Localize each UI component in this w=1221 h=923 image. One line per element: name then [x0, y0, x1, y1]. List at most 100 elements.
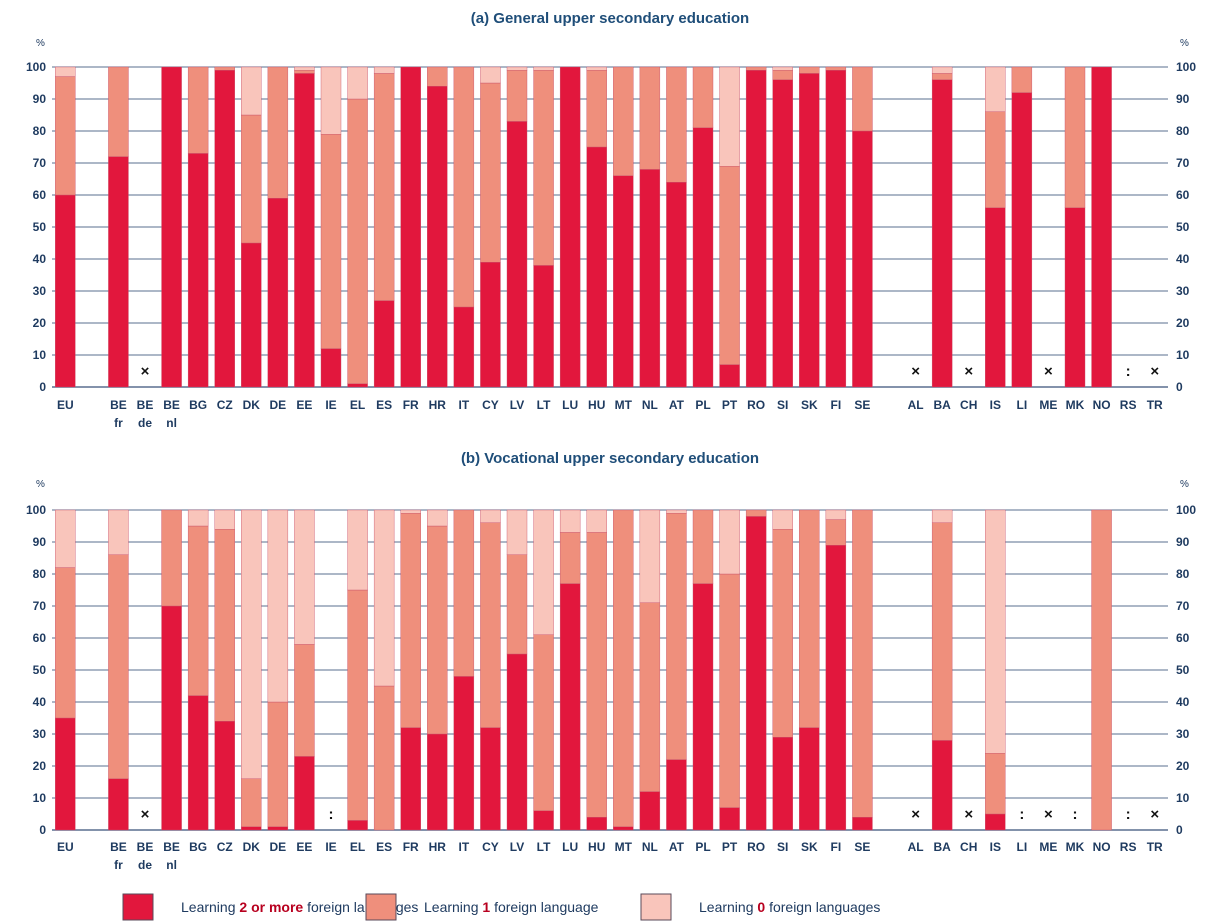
- x-category-label: CZ: [217, 398, 233, 412]
- bar-segment-zero: [347, 66, 368, 100]
- y-tick-label-left: 0: [39, 380, 46, 394]
- bar-segment-two-or-more: [799, 727, 820, 831]
- bar-segment-zero: [480, 66, 501, 84]
- legend-label-prefix: Learning: [424, 899, 482, 915]
- legend-swatch-two-or-more: [122, 893, 154, 921]
- bar-segment-two-or-more: [187, 695, 209, 831]
- y-tick-label-right: 60: [1176, 631, 1190, 645]
- bar-segment-two-or-more: [745, 69, 767, 388]
- bar-segment-one: [719, 165, 740, 365]
- y-tick-label-left: 10: [33, 791, 47, 805]
- not-available-flag: ×: [141, 363, 150, 380]
- y-tick-label-right: 90: [1176, 535, 1190, 549]
- x-category-label: LU: [562, 840, 578, 854]
- bar-segment-one: [666, 66, 687, 183]
- bar-segment-one: [666, 513, 687, 760]
- x-category-label: BE: [163, 840, 180, 854]
- bar-segment-two-or-more: [985, 207, 1006, 388]
- bar-segment-two-or-more: [267, 826, 289, 831]
- bar-segment-two-or-more: [586, 817, 607, 831]
- bar-segment-zero: [267, 509, 289, 703]
- bar-segment-two-or-more: [666, 181, 687, 388]
- y-tick-label-left: 70: [33, 599, 47, 613]
- x-category-label: LI: [1017, 398, 1028, 412]
- not-available-flag: ×: [141, 806, 150, 823]
- y-tick-label-right: 100: [1176, 503, 1196, 517]
- x-category-sublabel: nl: [166, 416, 177, 430]
- y-tick-label-left: 50: [33, 663, 47, 677]
- bar-segment-two-or-more: [852, 817, 873, 831]
- x-category-label: LU: [562, 398, 578, 412]
- bar-segment-one: [347, 98, 368, 384]
- x-category-label: MT: [615, 840, 633, 854]
- y-tick-label-right: 10: [1176, 791, 1190, 805]
- bar-segment-two-or-more: [1064, 207, 1086, 388]
- x-category-label: SI: [777, 840, 788, 854]
- bar-segment-zero: [427, 509, 448, 527]
- x-category-label: SK: [801, 398, 818, 412]
- legend-label-suffix: foreign languages: [765, 899, 880, 915]
- bar-segment-one: [639, 602, 661, 792]
- bar-segment-one: [1064, 66, 1086, 209]
- bar-segment-two-or-more: [825, 545, 847, 831]
- bar-segment-two-or-more: [320, 348, 342, 388]
- bar-segment-two-or-more: [825, 69, 847, 388]
- x-category-label: BE: [137, 840, 154, 854]
- y-tick-label-right: 50: [1176, 220, 1190, 234]
- bar-segment-one: [161, 509, 182, 607]
- x-category-label: CH: [960, 398, 977, 412]
- bar-segment-two-or-more: [559, 583, 581, 831]
- bar-segment-two-or-more: [427, 85, 448, 388]
- bar-segment-one: [586, 532, 607, 818]
- x-category-label: RS: [1120, 398, 1137, 412]
- not-available-flag: :: [329, 806, 334, 823]
- x-category-label: NO: [1093, 840, 1111, 854]
- bar-segment-zero: [373, 509, 395, 687]
- x-category-label: PL: [695, 840, 710, 854]
- legend-label-count: 0: [757, 899, 765, 915]
- x-category-label: AL: [908, 840, 924, 854]
- x-category-label: AL: [908, 398, 924, 412]
- x-category-label: MK: [1066, 398, 1085, 412]
- bar-segment-zero: [586, 66, 607, 71]
- bar-segment-two-or-more: [613, 175, 634, 388]
- y-tick-label-left: 50: [33, 220, 47, 234]
- bar-segment-zero: [719, 66, 740, 167]
- not-available-flag: :: [1126, 363, 1131, 380]
- x-category-label: DE: [270, 398, 287, 412]
- x-category-label: LT: [537, 398, 551, 412]
- bar-segment-two-or-more: [400, 66, 421, 388]
- not-available-flag: ×: [964, 363, 973, 380]
- not-available-flag: ×: [911, 806, 920, 823]
- bar-segment-one: [719, 573, 740, 808]
- bar-segment-zero: [320, 66, 342, 135]
- not-available-flag: :: [1019, 806, 1024, 823]
- y-tick-label-right: 30: [1176, 727, 1190, 741]
- bar-segment-zero: [241, 66, 262, 116]
- x-category-sublabel: de: [138, 416, 152, 430]
- y-tick-label-right: 10: [1176, 348, 1190, 362]
- bar-segment-two-or-more: [480, 727, 501, 831]
- bar-segment-one: [1091, 509, 1112, 831]
- bar-segment-two-or-more: [613, 826, 634, 831]
- x-category-sublabel: fr: [114, 858, 123, 872]
- bar-segment-one: [241, 778, 262, 827]
- bar-segment-one: [799, 509, 820, 728]
- bar-segment-two-or-more: [400, 727, 421, 831]
- x-category-label: AT: [669, 840, 685, 854]
- bar-segment-one: [613, 509, 634, 827]
- bar-segment-two-or-more: [214, 69, 235, 388]
- bar-segment-one: [320, 133, 342, 349]
- legend-label-suffix: foreign languages: [303, 899, 418, 915]
- y-unit-label-right: %: [1180, 38, 1189, 49]
- x-category-label: LV: [510, 398, 524, 412]
- bar-segment-zero: [187, 509, 209, 527]
- bar-segment-one: [480, 522, 501, 728]
- bar-segment-one: [373, 685, 395, 831]
- y-tick-label-right: 100: [1176, 60, 1196, 74]
- y-tick-label-left: 100: [26, 60, 46, 74]
- y-tick-label-right: 50: [1176, 663, 1190, 677]
- bar-segment-two-or-more: [533, 265, 554, 388]
- bar-segment-two-or-more: [161, 605, 182, 831]
- x-category-label: ES: [376, 398, 392, 412]
